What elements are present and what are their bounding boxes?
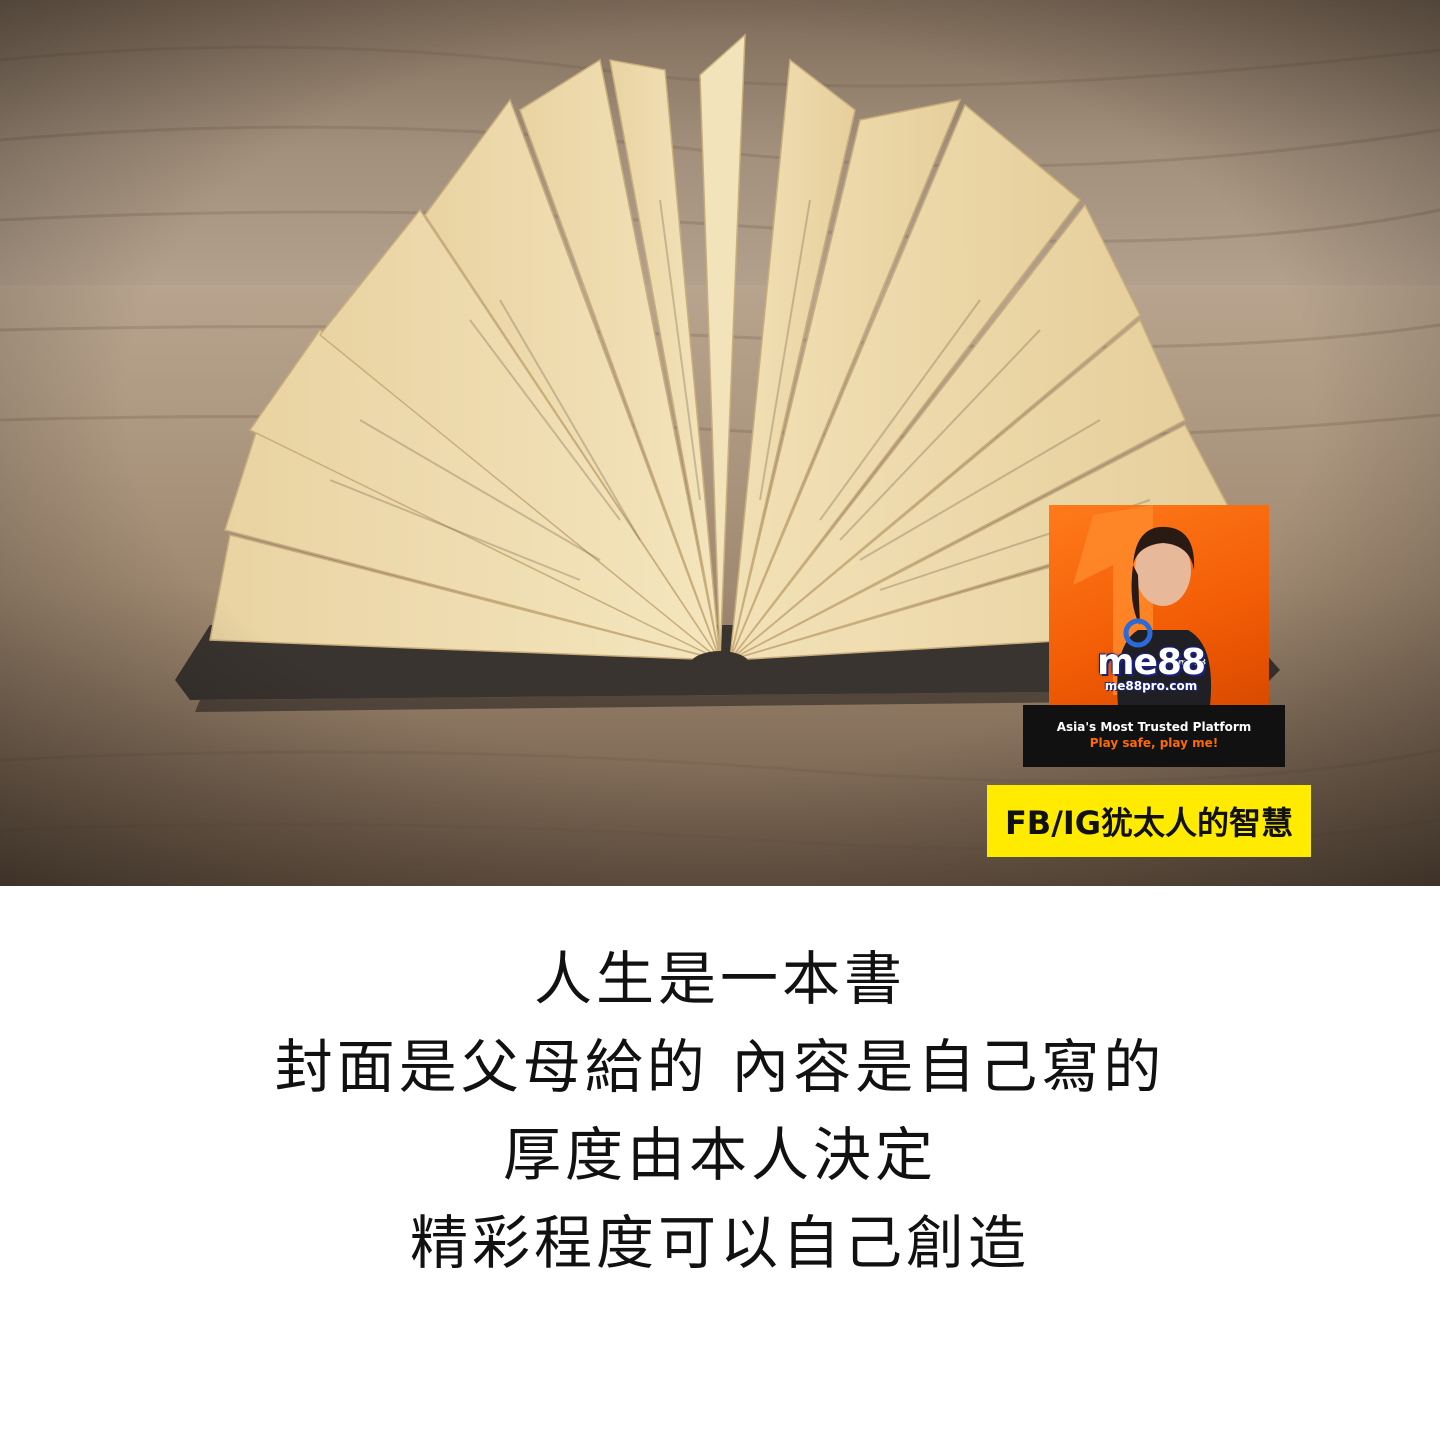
- quote-line: 人生是一本書: [533, 945, 906, 1013]
- me88-logo: me88 me88pro.com: [1083, 642, 1219, 694]
- quote-line: 封面是父母給的 內容是自己寫的: [274, 1033, 1166, 1101]
- social-handle-text: FB/IG犹太人的智慧: [1004, 804, 1294, 842]
- quote-line: 厚度由本人決定: [502, 1121, 937, 1189]
- social-handle-tag: FB/IG犹太人的智慧: [987, 785, 1311, 857]
- shirt-logo: me88: [1178, 658, 1206, 668]
- brand-url: me88pro.com: [1104, 679, 1198, 693]
- me88-ad-banner[interactable]: me88 me88 me88pro.com Asia's Most Truste…: [1023, 505, 1285, 767]
- brand-name: me88: [1096, 642, 1206, 683]
- quote-block: 人生是一本書 封面是父母給的 內容是自己寫的 厚度由本人決定 精彩程度可以自己創…: [0, 935, 1440, 1287]
- ad-tagline: Asia's Most Trusted Platform: [1056, 720, 1252, 734]
- quote-line: 精彩程度可以自己創造: [409, 1209, 1030, 1277]
- ad-caption-bar: Asia's Most Trusted Platform Play safe, …: [1023, 705, 1285, 767]
- ad-slogan: Play safe, play me!: [1089, 736, 1219, 750]
- ambassador-photo: me88: [1117, 526, 1212, 705]
